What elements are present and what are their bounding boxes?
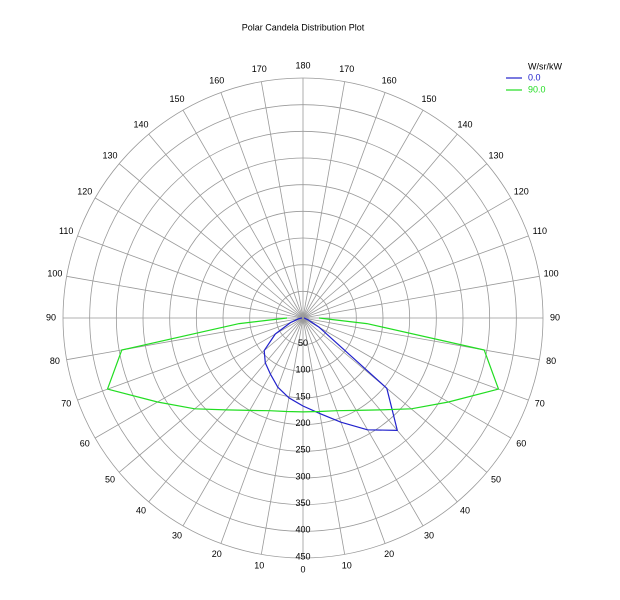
spoke: [118, 163, 304, 319]
ring: [275, 290, 331, 346]
angle-tick-label: 70: [61, 399, 71, 409]
angle-tick-label: 30: [424, 531, 434, 541]
spoke: [148, 133, 304, 319]
angle-tick-label: 180: [295, 60, 310, 70]
chart-title: Polar Candela Distribution Plot: [242, 22, 365, 32]
spoke: [77, 317, 304, 401]
ring: [249, 264, 357, 372]
angle-tick-label: 30: [172, 531, 182, 541]
ring: [195, 210, 411, 426]
spoke: [220, 317, 304, 544]
spoke: [302, 317, 386, 544]
r-tick-label: 200: [295, 418, 310, 428]
angle-tick-label: 80: [50, 356, 60, 366]
angle-tick-label: 120: [77, 186, 92, 196]
angle-tick-label: 10: [342, 561, 352, 571]
angle-tick-label: 40: [136, 505, 146, 515]
angle-tick-label: 170: [252, 64, 267, 74]
angle-tick-label: 90: [550, 312, 560, 322]
ring: [222, 237, 384, 399]
series-line: [263, 317, 398, 431]
r-tick-label: 250: [295, 445, 310, 455]
legend-label: 90.0: [528, 84, 546, 94]
angle-tick-label: 20: [384, 549, 394, 559]
angle-tick-label: 110: [533, 226, 547, 236]
r-tick-label: 100: [295, 365, 310, 375]
r-tick-label: 50: [298, 338, 308, 348]
spoke: [220, 92, 304, 319]
angle-tick-label: 90: [46, 312, 56, 322]
legend-title: W/sr/kW: [528, 61, 562, 71]
angle-tick-label: 160: [382, 76, 397, 86]
spoke: [94, 317, 304, 439]
spoke: [182, 109, 304, 319]
ring: [62, 77, 544, 559]
angle-tick-label: 10: [254, 561, 264, 571]
spoke: [302, 235, 529, 319]
angle-tick-label: 150: [169, 94, 184, 104]
spoke: [182, 317, 304, 527]
spoke: [260, 81, 304, 319]
spoke: [66, 275, 304, 319]
legend-label: 0.0: [528, 72, 541, 82]
spoke: [302, 317, 346, 555]
spoke: [77, 235, 304, 319]
spoke: [302, 109, 424, 319]
angle-tick-label: 50: [491, 474, 501, 484]
spoke: [302, 317, 512, 439]
spoke: [302, 317, 529, 401]
ring: [115, 130, 491, 506]
spoke: [302, 317, 540, 361]
angle-tick-label: 140: [457, 119, 472, 129]
angle-tick-label: 20: [212, 549, 222, 559]
spoke: [302, 197, 512, 319]
ring: [89, 104, 517, 532]
spoke: [260, 317, 304, 555]
spoke: [302, 81, 346, 319]
spoke: [66, 317, 304, 361]
ring: [142, 157, 464, 479]
spoke: [302, 133, 458, 319]
spoke: [302, 163, 488, 319]
angle-tick-label: 140: [134, 119, 149, 129]
angle-tick-label: 130: [489, 150, 504, 160]
spoke: [94, 197, 304, 319]
r-tick-label: 150: [295, 391, 310, 401]
series-line: [106, 317, 500, 413]
r-tick-label: 300: [295, 471, 310, 481]
angle-tick-label: 160: [209, 76, 224, 86]
r-tick-label: 400: [295, 525, 310, 535]
angle-tick-label: 70: [535, 399, 545, 409]
angle-tick-label: 60: [516, 438, 526, 448]
angle-tick-label: 100: [544, 269, 559, 279]
angle-tick-label: 50: [105, 474, 115, 484]
spoke: [302, 317, 424, 527]
r-tick-label: 350: [295, 498, 310, 508]
r-tick-label: 450: [295, 551, 310, 561]
angle-tick-label: 130: [102, 150, 117, 160]
angle-tick-label: 170: [339, 64, 354, 74]
angle-tick-label: 120: [514, 186, 529, 196]
angle-tick-label: 0: [300, 564, 305, 574]
angle-tick-label: 110: [59, 226, 73, 236]
spoke: [302, 275, 540, 319]
spoke: [118, 317, 304, 473]
angle-tick-label: 80: [546, 356, 556, 366]
angle-tick-label: 100: [47, 269, 62, 279]
ring: [169, 184, 437, 452]
angle-tick-label: 40: [460, 505, 470, 515]
angle-tick-label: 150: [421, 94, 436, 104]
angle-tick-label: 60: [80, 438, 90, 448]
spoke: [302, 92, 386, 319]
spoke: [302, 317, 488, 473]
